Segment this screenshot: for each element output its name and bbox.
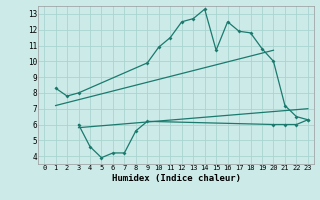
X-axis label: Humidex (Indice chaleur): Humidex (Indice chaleur) [111,174,241,183]
